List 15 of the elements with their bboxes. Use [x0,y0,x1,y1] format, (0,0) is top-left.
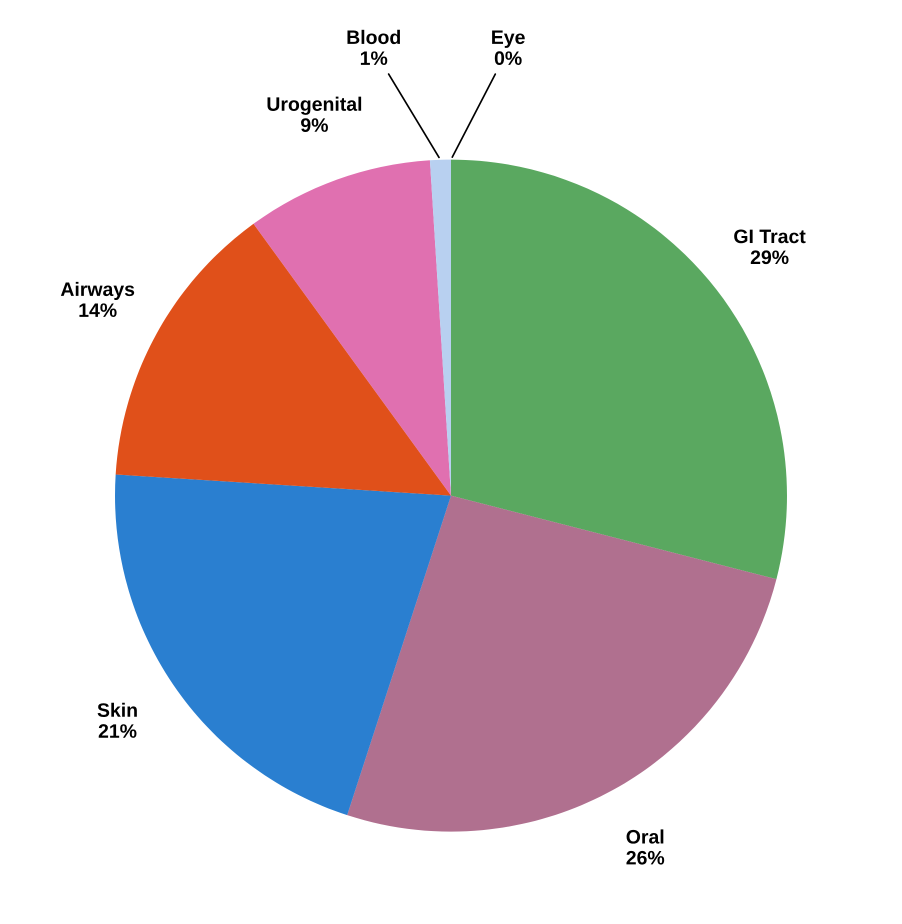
text: 0% [494,51,522,66]
slice-label: Oral [626,829,664,844]
pie-slice [254,160,451,496]
data-label: 21% [98,724,136,738]
data-label: 26% [626,850,664,865]
data-label: 14% [79,303,117,318]
slice-label: Skin [98,702,137,717]
data-label: 9% [301,118,328,132]
data-label: 29% [750,250,789,264]
slice-label: Urogenital [268,96,362,115]
slice-label: GI Tract [734,229,806,244]
slice-label: Blood [347,30,400,44]
data-label: 1% [360,51,388,65]
category-label: Eye [492,30,525,48]
slice-label: Airways [60,282,134,300]
